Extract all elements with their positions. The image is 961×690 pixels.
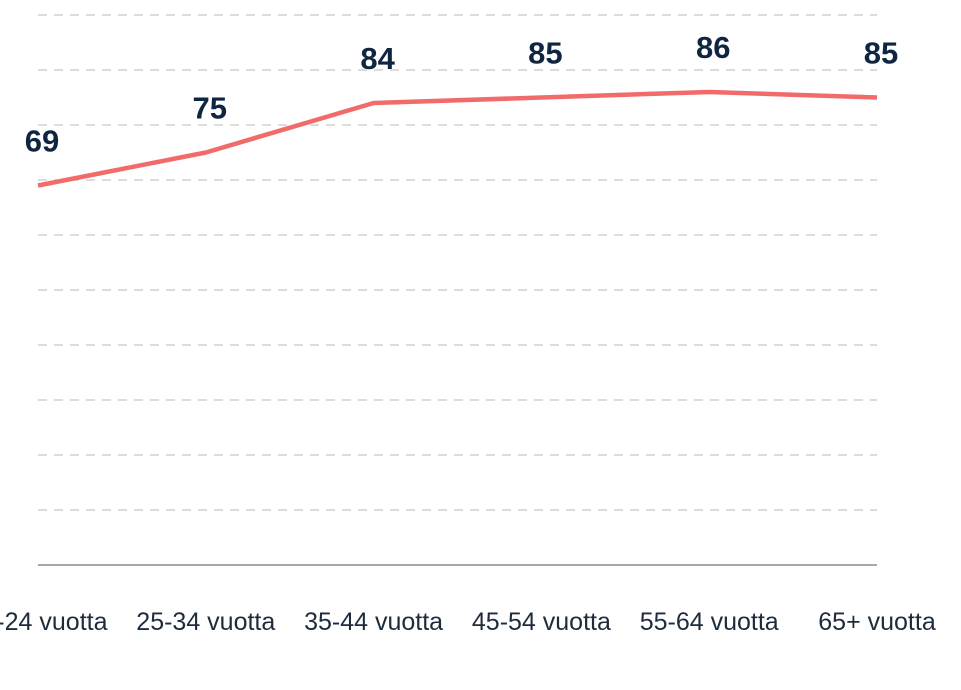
data-label: 75 [193, 91, 227, 126]
data-label: 84 [360, 41, 395, 76]
x-tick-label: 45-54 vuotta [471, 608, 611, 636]
x-tick-label: 15-24 vuotta [0, 608, 108, 636]
x-tick-label: 25-34 vuotta [136, 608, 276, 636]
data-label: 85 [528, 36, 562, 71]
x-tick-label: 55-64 vuotta [639, 608, 779, 636]
data-label: 85 [864, 36, 898, 71]
x-tick-label: 35-44 vuotta [304, 608, 444, 636]
data-label: 69 [25, 124, 59, 159]
data-label: 86 [696, 30, 730, 65]
line [37, 89, 878, 188]
x-tick-label: 65+ vuotta [818, 608, 936, 636]
